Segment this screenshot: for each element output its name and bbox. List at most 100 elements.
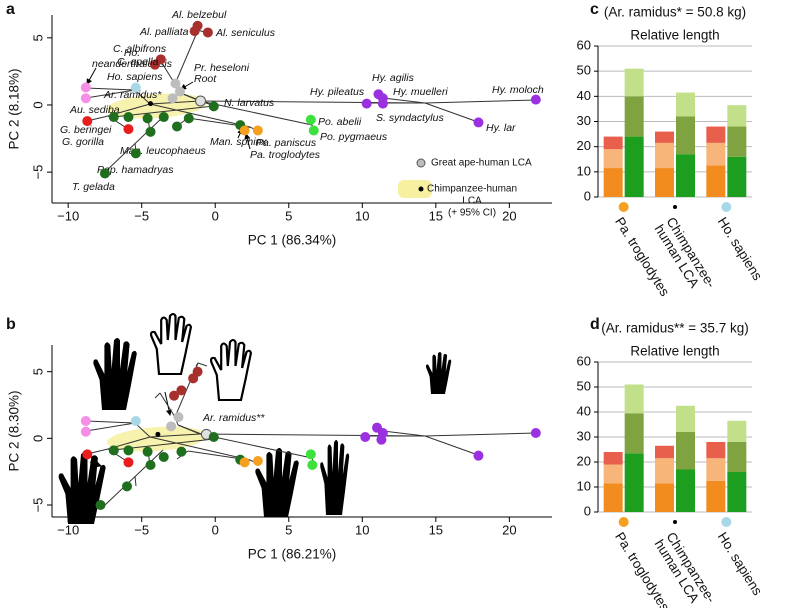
x-tick-label: 5 xyxy=(285,522,292,537)
point-label: Hy. agilis xyxy=(372,72,415,84)
point xyxy=(473,117,484,128)
point xyxy=(305,449,316,460)
chart-title: (Ar. ramidus* = 50.8 kg) xyxy=(604,5,746,20)
point-label: G. beringei xyxy=(60,124,112,136)
y-axis-label: PC 2 (8.18%) xyxy=(7,68,22,149)
y-tick-label: 20 xyxy=(577,453,591,468)
x-tick-label: −10 xyxy=(57,208,79,223)
x-tick-label: 10 xyxy=(355,208,369,223)
bar-segment xyxy=(624,413,644,454)
bar-segment xyxy=(676,116,695,155)
x-tick-label: −5 xyxy=(134,208,149,223)
tree-edge xyxy=(104,116,164,173)
tree-edge xyxy=(134,475,137,487)
bar-segment xyxy=(676,154,695,197)
hand xyxy=(320,440,350,515)
point-label: Ar. ramidus* xyxy=(103,89,162,101)
y-tick-label: 0 xyxy=(30,101,45,108)
tree-edge xyxy=(85,87,136,91)
y-tick-label: 20 xyxy=(577,138,591,153)
point xyxy=(172,121,182,132)
point xyxy=(123,112,134,123)
bar-segment xyxy=(655,483,674,512)
point xyxy=(252,456,263,466)
tree-edge xyxy=(174,29,199,85)
bar-segment xyxy=(624,136,644,197)
panel-letter: b xyxy=(6,316,16,333)
hand-skeleton xyxy=(209,338,252,402)
legend-label: (+ 95% CI) xyxy=(448,208,496,219)
point xyxy=(202,27,213,38)
bar-segment xyxy=(655,168,674,197)
bar-segment xyxy=(706,442,726,459)
point xyxy=(208,101,219,112)
point xyxy=(377,98,388,109)
y-tick-label: 0 xyxy=(584,188,591,203)
y-tick-label: 50 xyxy=(577,378,591,393)
point-label: Po. abelii xyxy=(318,116,362,128)
x-tick-label: −10 xyxy=(57,522,79,537)
point-label: Au. sediba xyxy=(69,104,120,116)
y-tick-label: 10 xyxy=(577,478,591,493)
bar-segment xyxy=(727,442,747,472)
bar-segment xyxy=(624,453,644,512)
point xyxy=(360,432,371,442)
bar-segment xyxy=(727,156,747,197)
x-tick-label: Ho. sapiens xyxy=(715,530,766,599)
chart-subtitle: Relative length xyxy=(630,344,719,359)
bar-segment xyxy=(603,452,623,465)
category-label-group: Ho. sapiens xyxy=(715,215,766,284)
tree-edge xyxy=(424,102,479,123)
x-tick-label: 15 xyxy=(429,522,443,537)
point xyxy=(82,116,93,127)
x-tick-label: 0 xyxy=(212,522,219,537)
y-tick-label: 60 xyxy=(577,37,591,52)
decorations xyxy=(58,67,452,524)
tree-edge xyxy=(195,362,199,367)
point xyxy=(130,148,141,159)
tree-edge xyxy=(382,430,426,437)
point-label: C. apella xyxy=(117,56,159,68)
tree-edge xyxy=(187,117,243,127)
tree-edge xyxy=(187,450,243,460)
point xyxy=(80,93,91,104)
point xyxy=(80,82,91,93)
category-marker xyxy=(721,202,732,212)
point xyxy=(108,445,119,456)
point xyxy=(155,431,161,437)
bar-segment xyxy=(603,168,623,197)
bar-segment xyxy=(706,480,726,512)
point xyxy=(252,125,263,136)
point-label: Pa. troglodytes xyxy=(250,149,321,161)
point xyxy=(239,125,250,136)
y-tick-label: 50 xyxy=(577,63,591,78)
point xyxy=(176,446,187,457)
bar-segment xyxy=(624,96,644,137)
point-label: S. syndactylus xyxy=(376,112,444,124)
bar-segment xyxy=(727,105,747,127)
point-label: Hy. moloch xyxy=(492,84,544,96)
tree-edge xyxy=(382,97,426,104)
tree-edge xyxy=(199,100,313,126)
point-label: Po. pygmaeus xyxy=(320,131,388,143)
legend-marker xyxy=(416,158,426,168)
point xyxy=(174,86,185,97)
tree-edge xyxy=(424,99,537,104)
x-axis-label: PC 1 (86.34%) xyxy=(248,233,337,248)
y-tick-label: 5 xyxy=(30,34,45,41)
x-tick-label: 0 xyxy=(212,208,219,223)
tree-edge xyxy=(154,392,161,399)
legend-region xyxy=(398,180,432,198)
hand xyxy=(425,352,452,394)
point xyxy=(208,432,219,442)
arrow xyxy=(244,133,251,150)
point-label: Pa. paniscus xyxy=(256,137,317,149)
bar-segment xyxy=(676,432,695,470)
point-label: C. albifrons xyxy=(113,43,167,55)
point xyxy=(376,434,387,445)
bar-segment xyxy=(706,126,726,143)
point-label: Al. belzebul xyxy=(171,9,227,21)
bar-segment xyxy=(655,458,674,484)
tree-edge xyxy=(149,436,251,461)
y-tick-label: −5 xyxy=(30,498,45,513)
